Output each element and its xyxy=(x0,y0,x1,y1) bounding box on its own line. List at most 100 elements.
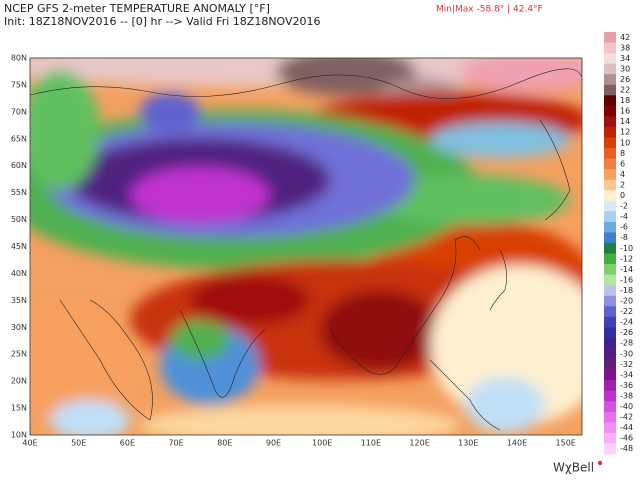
colorbar-swatch xyxy=(604,53,616,64)
colorbar-swatch xyxy=(604,105,616,117)
logo: WχBell xyxy=(553,461,594,475)
lon-label: 80E xyxy=(217,439,232,448)
colorbar-label: -38 xyxy=(620,391,633,400)
colorbar-swatch xyxy=(604,401,616,413)
colorbar-swatch xyxy=(604,380,616,391)
colorbar-swatch xyxy=(604,264,616,275)
colorbar-label: 30 xyxy=(620,64,630,73)
colorbar-label: 6 xyxy=(620,159,625,168)
colorbar-label: 16 xyxy=(620,107,630,116)
lon-label: 90E xyxy=(266,439,281,448)
colorbar-swatch xyxy=(604,169,616,180)
logo-dot xyxy=(597,460,603,466)
colorbar-swatch xyxy=(604,190,616,202)
colorbar-swatch xyxy=(604,306,616,318)
colorbar-label: 12 xyxy=(620,128,630,137)
lat-label: 50N xyxy=(11,215,27,224)
map xyxy=(30,58,582,435)
lon-label: 60E xyxy=(120,439,135,448)
anomaly-region xyxy=(430,122,570,158)
lon-label: 150E xyxy=(556,439,576,448)
lon-label: 120E xyxy=(409,439,429,448)
colorbar-label: 0 xyxy=(620,191,625,200)
colorbar-label: -36 xyxy=(620,381,633,390)
lon-label: 70E xyxy=(168,439,183,448)
colorbar-swatch xyxy=(604,348,616,360)
colorbar-swatch xyxy=(604,359,616,370)
lat-label: 80N xyxy=(11,54,27,63)
colorbar-label: -30 xyxy=(620,349,633,358)
colorbar-swatch xyxy=(604,126,616,138)
anomaly-region xyxy=(130,167,270,223)
colorbar-label: 26 xyxy=(620,75,630,84)
colorbar-swatch xyxy=(604,74,616,86)
colorbar-label: -24 xyxy=(620,318,633,327)
colorbar-swatch xyxy=(604,84,616,96)
colorbar-swatch xyxy=(604,148,616,159)
lat-label: 70N xyxy=(11,107,27,116)
colorbar-label: 22 xyxy=(620,86,630,95)
colorbar-label: -20 xyxy=(620,297,633,306)
lat-label: 75N xyxy=(11,80,27,89)
colorbar-swatch xyxy=(604,285,616,297)
colorbar-label: -42 xyxy=(620,413,633,422)
colorbar-swatch xyxy=(604,443,616,455)
subtitle: Init: 18Z18NOV2016 -- [0] hr --> Valid F… xyxy=(4,15,321,28)
colorbar-swatch xyxy=(604,432,616,444)
anomaly-region xyxy=(430,265,582,425)
anomaly-region xyxy=(30,70,100,190)
colorbar-label: -6 xyxy=(620,223,628,232)
anomaly-region xyxy=(140,405,460,435)
colorbar-label: -2 xyxy=(620,202,628,211)
colorbar-swatch xyxy=(604,295,616,307)
colorbar-swatch xyxy=(604,211,616,223)
colorbar-swatch xyxy=(604,137,616,149)
colorbar-swatch xyxy=(604,179,616,191)
colorbar-swatch xyxy=(604,200,616,212)
colorbar-label: -22 xyxy=(620,307,633,316)
lat-label: 15N xyxy=(11,404,27,413)
colorbar-swatch xyxy=(604,369,616,381)
colorbar-label: -18 xyxy=(620,286,633,295)
anomaly-region xyxy=(465,377,545,433)
lat-label: 45N xyxy=(11,242,27,251)
lat-label: 60N xyxy=(11,161,27,170)
colorbar-swatch xyxy=(604,243,616,254)
anomaly-region xyxy=(276,58,416,96)
lat-label: 30N xyxy=(11,323,27,332)
colorbar-label: 14 xyxy=(620,117,630,126)
anomaly-region xyxy=(140,92,200,132)
colorbar-label: -48 xyxy=(620,444,633,453)
colorbar-label: 38 xyxy=(620,43,630,52)
colorbar-label: -46 xyxy=(620,434,633,443)
colorbar-swatch xyxy=(604,42,616,54)
anomaly-region xyxy=(30,305,130,425)
lon-label: 100E xyxy=(312,439,332,448)
colorbar-swatch xyxy=(604,274,616,286)
lat-label: 65N xyxy=(11,134,27,143)
lat-label: 10N xyxy=(11,431,27,440)
colorbar-label: -40 xyxy=(620,402,633,411)
lat-label: 25N xyxy=(11,350,27,359)
colorbar-swatch xyxy=(604,337,616,349)
colorbar-label: 18 xyxy=(620,96,630,105)
anomaly-region xyxy=(320,290,440,370)
colorbar-label: 8 xyxy=(620,149,625,158)
colorbar-swatch xyxy=(604,116,616,128)
colorbar-swatch xyxy=(604,327,616,339)
colorbar-swatch xyxy=(604,232,616,244)
colorbar-label: -44 xyxy=(620,423,633,432)
colorbar-swatch xyxy=(604,32,616,43)
coastlines xyxy=(30,68,582,431)
colorbar-label: 42 xyxy=(620,33,630,42)
colorbar-label: -8 xyxy=(620,233,628,242)
anomaly-region xyxy=(170,320,230,360)
colorbar-label: -10 xyxy=(620,244,633,253)
anomaly-region xyxy=(460,58,582,92)
colorbar-label: -28 xyxy=(620,339,633,348)
map-frame xyxy=(29,57,583,436)
colorbar-swatch xyxy=(604,316,616,328)
colorbar-swatch xyxy=(604,158,616,170)
anomaly-region xyxy=(370,175,570,225)
